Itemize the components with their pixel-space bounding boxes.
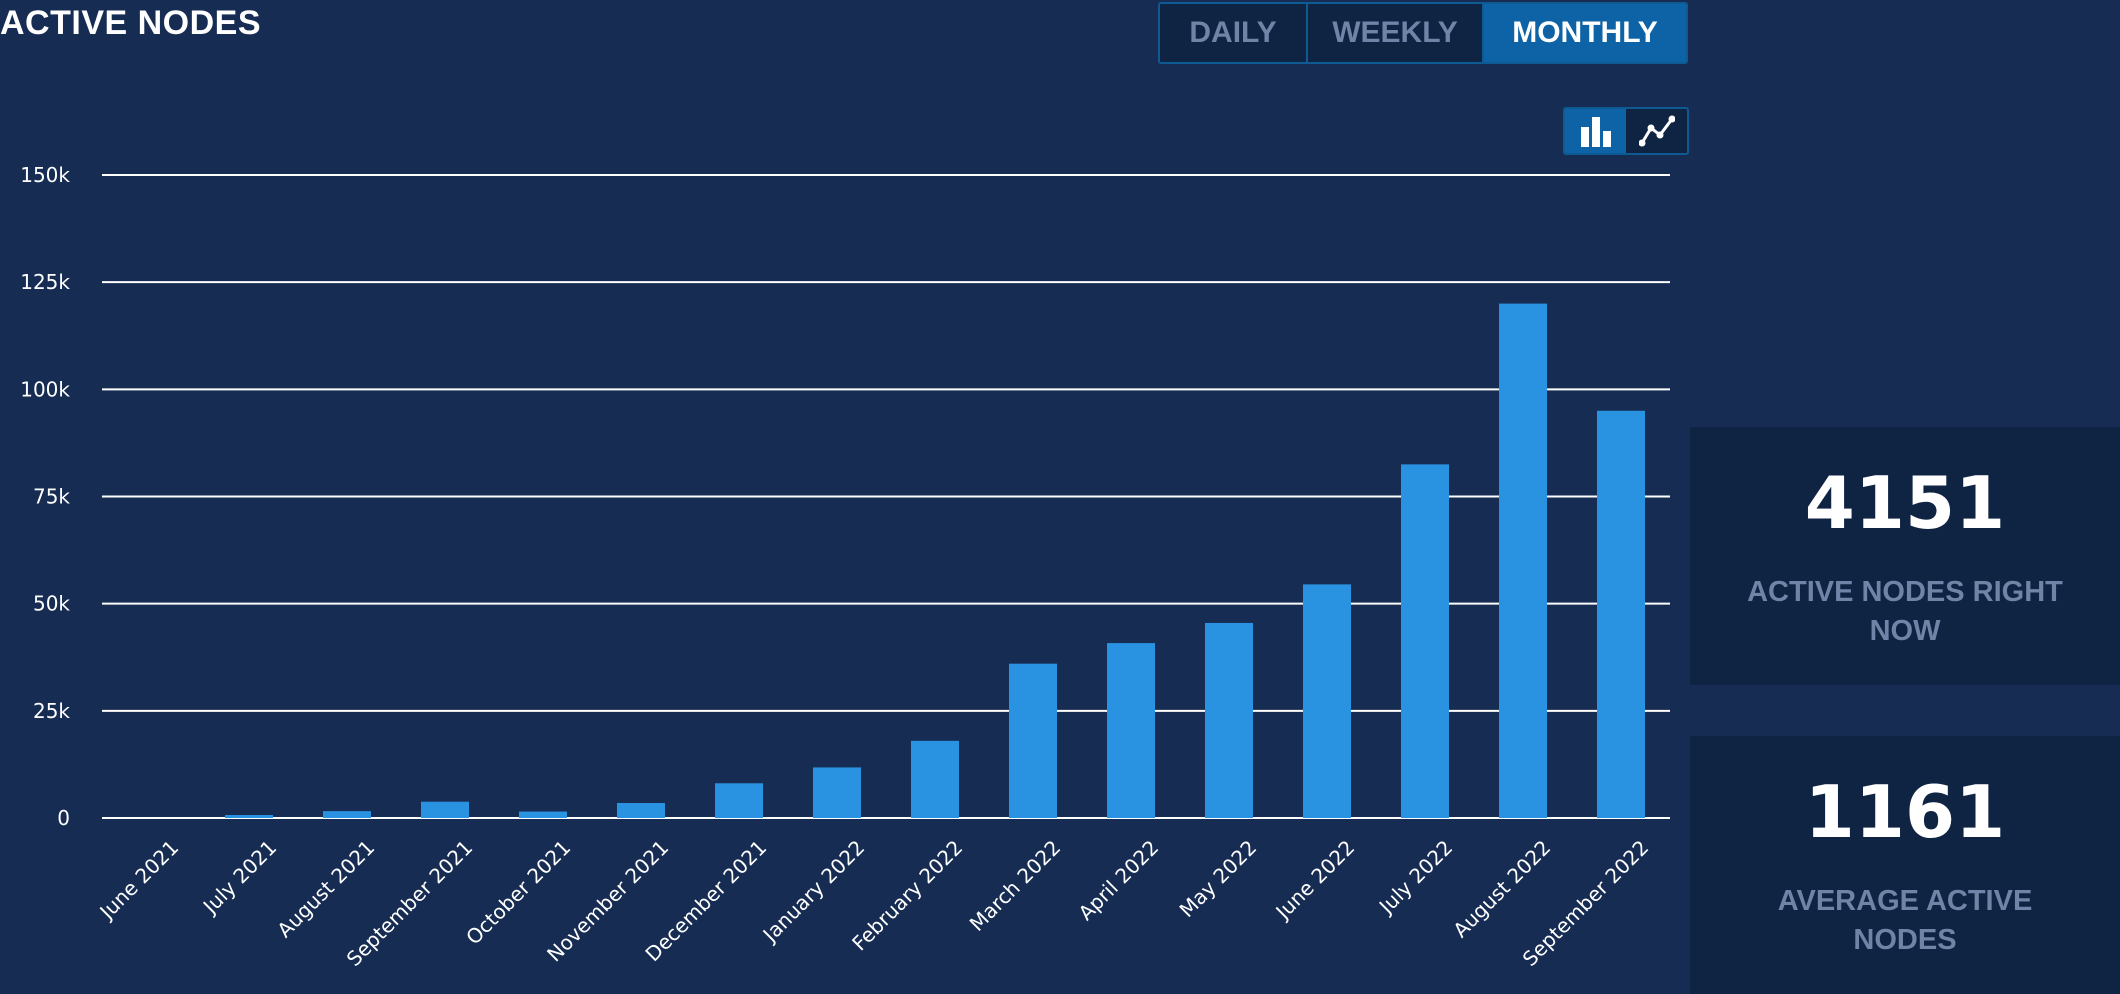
active-nodes-now-value: 4151 bbox=[1804, 461, 2006, 545]
active-nodes-now-label: ACTIVE NODES RIGHT NOW bbox=[1747, 576, 2063, 648]
bar[interactable] bbox=[519, 811, 567, 818]
x-tick-label: March 2022 bbox=[965, 835, 1066, 936]
bar[interactable] bbox=[1107, 643, 1155, 818]
y-tick-label: 25k bbox=[33, 699, 70, 723]
bar[interactable] bbox=[1401, 464, 1449, 818]
bar[interactable] bbox=[1205, 622, 1253, 818]
bar-chart-icon bbox=[1580, 117, 1611, 147]
x-tick-label: January 2022 bbox=[757, 835, 869, 947]
bar[interactable] bbox=[813, 767, 861, 818]
tab-daily[interactable]: DAILY bbox=[1160, 4, 1308, 62]
tab-monthly[interactable]: MONTHLY bbox=[1484, 4, 1686, 62]
y-tick-label: 125k bbox=[20, 270, 70, 294]
average-active-nodes-label: AVERAGE ACTIVE NODES bbox=[1777, 885, 2033, 957]
tab-weekly[interactable]: WEEKLY bbox=[1308, 4, 1484, 62]
page-title: ACTIVE NODES bbox=[0, 4, 262, 42]
chart-type-toggle bbox=[1563, 107, 1689, 155]
bar[interactable] bbox=[1009, 663, 1057, 818]
line-chart-button[interactable] bbox=[1626, 109, 1687, 153]
period-toggle: DAILY WEEKLY MONTHLY bbox=[1158, 2, 1688, 64]
y-tick-label: 75k bbox=[33, 485, 70, 509]
y-tick-label: 0 bbox=[57, 806, 70, 830]
active-nodes-now-panel: 4151 ACTIVE NODES RIGHT NOW bbox=[1690, 427, 2120, 685]
line-chart-icon bbox=[1638, 115, 1675, 147]
x-tick-label: July 2022 bbox=[1373, 835, 1457, 919]
bar[interactable] bbox=[421, 801, 469, 818]
bar[interactable] bbox=[911, 740, 959, 818]
bar[interactable] bbox=[1597, 410, 1645, 818]
y-tick-label: 100k bbox=[20, 377, 70, 401]
y-tick-label: 150k bbox=[20, 163, 70, 187]
x-tick-label: August 2022 bbox=[1448, 835, 1555, 942]
bar[interactable] bbox=[1303, 584, 1351, 818]
x-tick-label: July 2021 bbox=[197, 835, 281, 919]
bar[interactable] bbox=[715, 783, 763, 818]
average-active-nodes-value: 1161 bbox=[1804, 770, 2006, 854]
y-tick-label: 50k bbox=[33, 592, 70, 616]
x-tick-label: April 2022 bbox=[1074, 835, 1164, 925]
bar[interactable] bbox=[1499, 303, 1547, 819]
x-tick-label: May 2022 bbox=[1175, 835, 1262, 922]
bar[interactable] bbox=[323, 811, 371, 818]
average-active-nodes-panel: 1161 AVERAGE ACTIVE NODES bbox=[1690, 736, 2120, 994]
bar-chart-button[interactable] bbox=[1565, 109, 1626, 153]
bar[interactable] bbox=[225, 814, 273, 818]
x-tick-label: June 2021 bbox=[94, 835, 184, 925]
x-tick-label: June 2022 bbox=[1270, 835, 1360, 925]
bar[interactable] bbox=[617, 802, 665, 818]
x-tick-label: August 2021 bbox=[272, 835, 379, 942]
